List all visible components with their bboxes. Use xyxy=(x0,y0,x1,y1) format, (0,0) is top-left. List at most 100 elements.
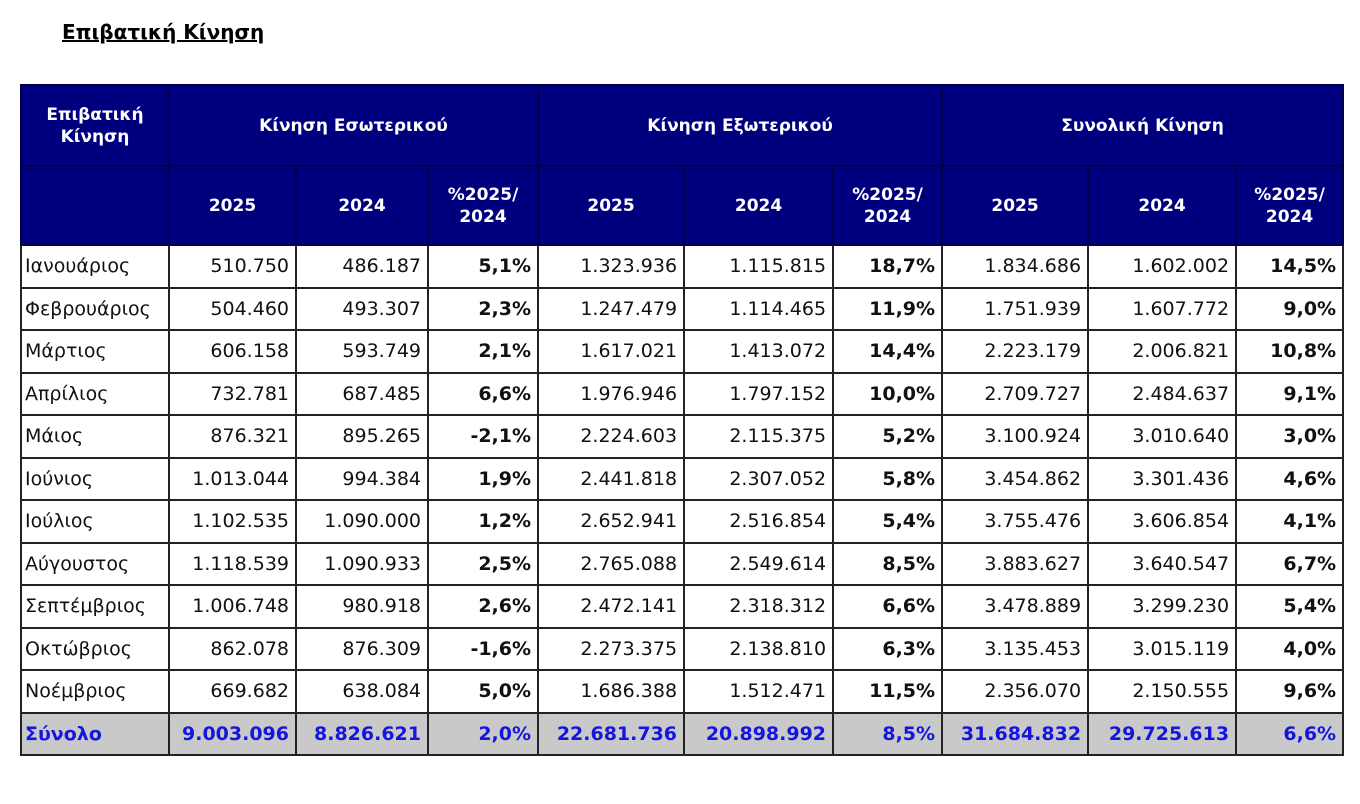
row-label: Φεβρουάριος xyxy=(20,286,170,331)
value-cell: 1.013.044 xyxy=(168,456,297,501)
total-row: Σύνολο 9.003.096 8.826.621 2,0% 22.681.736 20… xyxy=(20,711,1345,756)
value-cell: 2.318.312 xyxy=(683,584,835,629)
pct-cell: 2,5% xyxy=(426,541,540,586)
table-row: Μάιος 876.321 895.265 -2,1% 2.224.603 2.115.3… xyxy=(20,414,1345,459)
value-cell: 2.516.854 xyxy=(683,499,835,544)
value-cell: 3.478.889 xyxy=(941,584,1090,629)
value-cell: 2.709.727 xyxy=(941,371,1090,416)
value-cell: 2.484.637 xyxy=(1087,371,1238,416)
value-cell: 2.441.818 xyxy=(537,456,686,501)
value-cell: 3.606.854 xyxy=(1087,499,1238,544)
value-cell: 3.100.924 xyxy=(941,414,1090,459)
value-cell: 1.834.686 xyxy=(941,244,1090,289)
page-title: Επιβατική Κίνηση xyxy=(62,20,265,44)
row-label: Ιούλιος xyxy=(20,499,170,544)
pct-cell: 2,0% xyxy=(426,711,540,756)
value-cell: 2.115.375 xyxy=(683,414,835,459)
row-label: Μάρτιος xyxy=(20,329,170,374)
value-cell: 980.918 xyxy=(295,584,429,629)
row-label: Οκτώβριος xyxy=(20,626,170,671)
table-row: Αύγουστος 1.118.539 1.090.933 2,5% 2.765.088… xyxy=(20,541,1345,586)
row-label: Ιούνιος xyxy=(20,456,170,501)
value-cell: 1.617.021 xyxy=(537,329,686,374)
pct-cell: 2,6% xyxy=(426,584,540,629)
value-cell: 3.299.230 xyxy=(1087,584,1238,629)
pct-cell: 4,6% xyxy=(1235,456,1345,501)
pct-cell: 14,5% xyxy=(1235,244,1345,289)
value-cell: 3.640.547 xyxy=(1087,541,1238,586)
value-cell: 3.010.640 xyxy=(1087,414,1238,459)
pct-cell: 11,9% xyxy=(832,286,944,331)
value-cell: 876.309 xyxy=(295,626,429,671)
value-cell: 2.150.555 xyxy=(1087,669,1238,714)
subheader-pct-change: %2025/ 2024 xyxy=(832,165,944,246)
value-cell: 504.460 xyxy=(168,286,297,331)
pct-cell: 6,6% xyxy=(1235,711,1345,756)
value-cell: 1.751.939 xyxy=(941,286,1090,331)
value-cell: 2.765.088 xyxy=(537,541,686,586)
pct-cell: 6,3% xyxy=(832,626,944,671)
pct-cell: 3,0% xyxy=(1235,414,1345,459)
pct-cell: 1,9% xyxy=(426,456,540,501)
value-cell: 31.684.832 xyxy=(941,711,1090,756)
pct-cell: 8,5% xyxy=(832,711,944,756)
value-cell: 2.273.375 xyxy=(537,626,686,671)
pct-cell: 14,4% xyxy=(832,329,944,374)
pct-cell: 11,5% xyxy=(832,669,944,714)
value-cell: 1.323.936 xyxy=(537,244,686,289)
value-cell: 895.265 xyxy=(295,414,429,459)
value-cell: 20.898.992 xyxy=(683,711,835,756)
subheader-year: 2025 xyxy=(168,165,297,246)
value-cell: 994.384 xyxy=(295,456,429,501)
value-cell: 1.607.772 xyxy=(1087,286,1238,331)
row-label: Σεπτέμβριος xyxy=(20,584,170,629)
value-cell: 2.356.070 xyxy=(941,669,1090,714)
table-row: Ιούνιος 1.013.044 994.384 1,9% 2.441.818 2.30… xyxy=(20,456,1345,501)
table-row: Οκτώβριος 862.078 876.309 -1,6% 2.273.375 2.1… xyxy=(20,626,1345,671)
value-cell: 1.413.072 xyxy=(683,329,835,374)
value-cell: 1.976.946 xyxy=(537,371,686,416)
row-label: Αύγουστος xyxy=(20,541,170,586)
pct-cell: 10,8% xyxy=(1235,329,1345,374)
value-cell: 9.003.096 xyxy=(168,711,297,756)
value-cell: 2.549.614 xyxy=(683,541,835,586)
value-cell: 638.084 xyxy=(295,669,429,714)
subheader-pct-change: %2025/ 2024 xyxy=(426,165,540,246)
value-cell: 29.725.613 xyxy=(1087,711,1238,756)
value-cell: 22.681.736 xyxy=(537,711,686,756)
value-cell: 1.102.535 xyxy=(168,499,297,544)
value-cell: 3.755.476 xyxy=(941,499,1090,544)
value-cell: 3.883.627 xyxy=(941,541,1090,586)
value-cell: 593.749 xyxy=(295,329,429,374)
subheader-year: 2025 xyxy=(537,165,686,246)
group-header-international: Κίνηση Εξωτερικού xyxy=(537,84,944,167)
pct-cell: 8,5% xyxy=(832,541,944,586)
value-cell: 3.015.119 xyxy=(1087,626,1238,671)
pct-cell: 5,8% xyxy=(832,456,944,501)
subheader-year: 2024 xyxy=(683,165,835,246)
row-label: Σύνολο xyxy=(20,711,170,756)
corner-header: Επιβατική Κίνηση xyxy=(20,84,170,167)
row-label: Νοέμβριος xyxy=(20,669,170,714)
value-cell: 606.158 xyxy=(168,329,297,374)
group-header-total: Συνολική Κίνηση xyxy=(941,84,1345,167)
pct-cell: 10,0% xyxy=(832,371,944,416)
pct-cell: 9,0% xyxy=(1235,286,1345,331)
value-cell: 1.686.388 xyxy=(537,669,686,714)
pct-cell: 4,1% xyxy=(1235,499,1345,544)
table-row: Ιούλιος 1.102.535 1.090.000 1,2% 2.652.941 2.… xyxy=(20,499,1345,544)
value-cell: 2.224.603 xyxy=(537,414,686,459)
value-cell: 3.135.453 xyxy=(941,626,1090,671)
value-cell: 732.781 xyxy=(168,371,297,416)
value-cell: 876.321 xyxy=(168,414,297,459)
pct-cell: 6,6% xyxy=(832,584,944,629)
value-cell: 1.114.465 xyxy=(683,286,835,331)
value-cell: 2.307.052 xyxy=(683,456,835,501)
pct-cell: 5,4% xyxy=(832,499,944,544)
value-cell: 1.797.152 xyxy=(683,371,835,416)
value-cell: 1.090.000 xyxy=(295,499,429,544)
value-cell: 486.187 xyxy=(295,244,429,289)
value-cell: 1.115.815 xyxy=(683,244,835,289)
row-label: Ιανουάριος xyxy=(20,244,170,289)
pct-cell: -2,1% xyxy=(426,414,540,459)
